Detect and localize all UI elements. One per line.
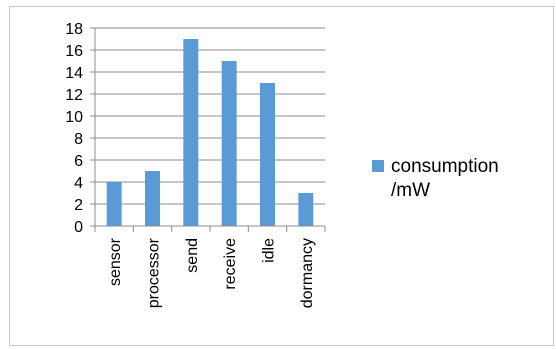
x-tick-label: idle [261,238,278,263]
y-tick-label: 18 [65,21,83,38]
bar-send [183,39,199,226]
y-tick-label: 12 [65,87,83,104]
y-tick-label: 10 [65,109,83,126]
y-tick-label: 4 [74,175,83,192]
x-tick-label: send [184,238,201,273]
y-tick-label: 8 [74,131,83,148]
legend-label-line2: /mW [391,180,430,201]
bar-sensor [106,182,122,226]
y-tick-label: 0 [74,219,83,236]
legend: consumption /mW [372,156,499,201]
legend-label-line1: consumption [391,156,499,177]
legend-swatch [372,160,384,172]
bars [106,39,314,226]
x-tick-label: receive [222,238,239,290]
x-axis-ticks: sensor processor send receive idle dormancy [94,226,326,308]
y-axis-ticks: 0 2 4 6 8 10 12 14 16 18 [65,21,95,236]
axes [94,28,325,227]
chart-frame [9,6,554,346]
y-tick-label: 14 [65,65,83,82]
bar-receive [221,61,237,226]
bar-dormancy [298,193,314,226]
y-tick-label: 2 [74,197,83,214]
bar-idle [260,83,275,226]
y-tick-label: 6 [74,153,83,170]
x-tick-label: sensor [107,237,124,286]
y-tick-label: 16 [65,43,83,60]
x-tick-label: dormancy [299,238,316,308]
gridlines [95,27,325,205]
bar-processor [145,171,160,226]
x-tick-label: processor [146,237,163,308]
